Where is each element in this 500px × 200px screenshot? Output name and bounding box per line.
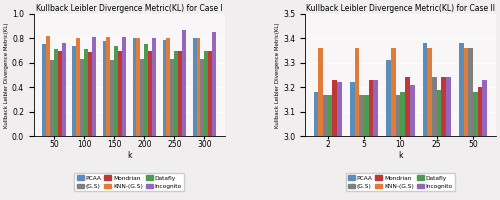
Bar: [405, 77, 410, 200]
Bar: [144, 44, 148, 136]
Bar: [204, 51, 208, 136]
Bar: [174, 51, 178, 136]
Bar: [110, 60, 114, 136]
Bar: [182, 30, 186, 136]
Bar: [360, 95, 364, 200]
Bar: [200, 59, 204, 136]
Bar: [166, 38, 170, 136]
Bar: [332, 80, 337, 200]
Bar: [58, 51, 62, 136]
Bar: [102, 41, 106, 136]
Bar: [464, 48, 468, 200]
Bar: [318, 48, 323, 200]
Bar: [314, 92, 318, 200]
Bar: [369, 80, 374, 200]
Bar: [50, 60, 54, 136]
Bar: [54, 49, 58, 136]
Bar: [391, 48, 396, 200]
Bar: [192, 38, 196, 136]
Bar: [473, 92, 478, 200]
Bar: [350, 82, 354, 200]
Bar: [386, 60, 391, 200]
Bar: [427, 48, 432, 200]
Legend: PCAA, (G.S), Mondrian, KNN-(G.S), Datafly, Incognito: PCAA, (G.S), Mondrian, KNN-(G.S), Datafl…: [74, 173, 184, 191]
Bar: [106, 37, 110, 136]
Bar: [400, 92, 405, 200]
Bar: [436, 90, 442, 200]
Bar: [374, 80, 378, 200]
Bar: [46, 36, 50, 136]
Bar: [478, 87, 482, 200]
X-axis label: k: k: [127, 151, 132, 160]
Bar: [442, 77, 446, 200]
Bar: [72, 46, 76, 136]
Bar: [337, 82, 342, 200]
Bar: [354, 48, 360, 200]
Bar: [468, 48, 473, 200]
Bar: [410, 85, 414, 200]
Bar: [196, 38, 200, 136]
Bar: [132, 38, 136, 136]
Bar: [118, 51, 122, 136]
Bar: [140, 59, 144, 136]
Bar: [170, 59, 174, 136]
Bar: [62, 43, 66, 136]
Bar: [162, 40, 166, 136]
Bar: [88, 52, 92, 136]
Title: Kullback Leibler Divergence Metric(KL) for Case I: Kullback Leibler Divergence Metric(KL) f…: [36, 4, 222, 13]
Bar: [92, 37, 96, 136]
Bar: [482, 80, 487, 200]
Bar: [323, 95, 328, 200]
Bar: [446, 77, 451, 200]
Bar: [148, 51, 152, 136]
Bar: [178, 51, 182, 136]
Bar: [152, 38, 156, 136]
Legend: PCAA, (G.S), Mondrian, KNN-(G.S), Datafly, Incognito: PCAA, (G.S), Mondrian, KNN-(G.S), Datafl…: [346, 173, 455, 191]
Bar: [208, 51, 212, 136]
Bar: [328, 95, 332, 200]
Bar: [364, 95, 369, 200]
Bar: [422, 43, 427, 200]
Title: Kullback Leibler Divergence Metric(KL) for Case II: Kullback Leibler Divergence Metric(KL) f…: [306, 4, 495, 13]
Bar: [76, 38, 80, 136]
Bar: [432, 77, 436, 200]
Y-axis label: Kullback Leibler Divergence Metric(KL): Kullback Leibler Divergence Metric(KL): [276, 22, 280, 128]
Bar: [80, 59, 84, 136]
Bar: [84, 49, 88, 136]
Bar: [136, 38, 140, 136]
Bar: [396, 95, 400, 200]
Bar: [114, 46, 118, 136]
Bar: [212, 32, 216, 136]
Bar: [122, 37, 126, 136]
Y-axis label: Kullback Leibler Divergence Metric(KL): Kullback Leibler Divergence Metric(KL): [4, 22, 9, 128]
Bar: [42, 44, 46, 136]
Bar: [459, 43, 464, 200]
X-axis label: k: k: [398, 151, 402, 160]
